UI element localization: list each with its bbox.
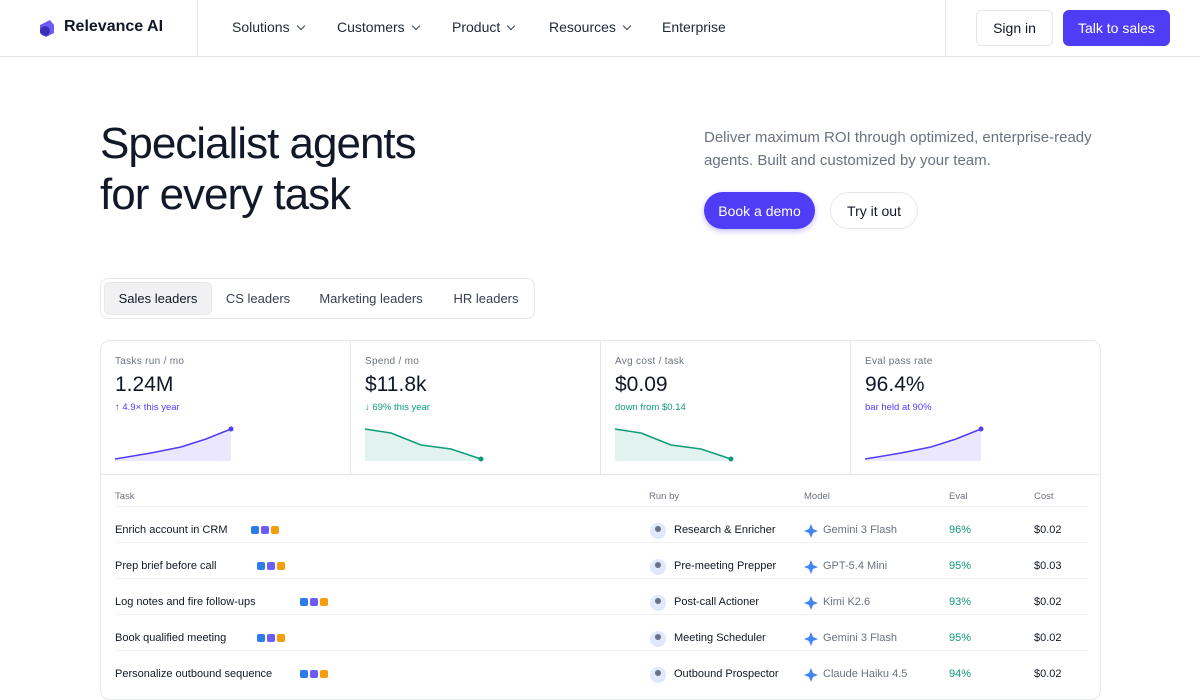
cost: $0.03: [1034, 560, 1062, 572]
model-name: GPT-5.4 Mini: [823, 560, 888, 572]
row-divider: [115, 542, 1087, 543]
sparkline: [364, 428, 484, 462]
task-name: Book qualified meeting: [115, 632, 227, 644]
column-header: Eval: [949, 491, 968, 502]
column-header: Task: [115, 491, 135, 502]
divider: [197, 0, 198, 56]
stat-value: $11.8k: [365, 373, 427, 396]
task-name: Enrich account in CRM: [115, 524, 228, 536]
stat-note: down from $0.14: [615, 402, 686, 413]
model-icon: [804, 632, 818, 646]
integration-icons: [257, 634, 286, 642]
cost: $0.02: [1034, 668, 1062, 680]
divider: [945, 0, 946, 56]
stat-value: 96.4%: [865, 373, 925, 396]
menu-item[interactable]: Product: [452, 19, 514, 35]
stat-label: Spend / mo: [365, 356, 420, 367]
task-name: Personalize outbound sequence: [115, 668, 273, 680]
tab-bar: Sales leaders CS leaders Marketing leade…: [100, 278, 535, 319]
page-body: Relevance AI Solutions Customers Product…: [0, 0, 1200, 674]
navbar: Relevance AI Solutions Customers Product…: [0, 0, 1200, 57]
row-divider: [115, 578, 1087, 579]
eval-score: 93%: [949, 596, 972, 608]
sign-in-button[interactable]: Sign in: [976, 10, 1053, 46]
agent-name: Post-call Actioner: [674, 596, 759, 608]
brand[interactable]: Relevance AI: [64, 18, 164, 35]
logo: [40, 20, 54, 37]
model-name: Claude Haiku 4.5: [823, 668, 908, 680]
model-name: Gemini 3 Flash: [823, 632, 897, 644]
row-divider: [115, 650, 1087, 651]
model-name: Kimi K2.6: [823, 596, 871, 608]
column-header: Cost: [1034, 491, 1054, 502]
agent-avatar: [650, 667, 666, 683]
menu-item[interactable]: Customers: [337, 19, 419, 35]
stat-note: ↑ 4.9× this year: [115, 402, 180, 413]
title-line: for every task: [100, 170, 351, 219]
sparkline: [114, 426, 234, 461]
eval-score: 94%: [949, 668, 972, 680]
eval-score: 95%: [949, 560, 972, 572]
stat-panel: Eval pass rate 96.4% bar held at 90%: [851, 341, 1101, 475]
agent-avatar: [650, 559, 666, 575]
hero-title: Specialist agents for every task: [100, 118, 417, 220]
sparkline: [864, 426, 984, 461]
integration-icons: [299, 670, 328, 678]
column-header: Model: [804, 491, 830, 502]
menu-item[interactable]: Resources: [549, 19, 630, 35]
sparkline: [614, 428, 734, 462]
task-name: Log notes and fire follow-ups: [115, 596, 256, 608]
agent-avatar: [650, 523, 666, 539]
tab[interactable]: Marketing leaders: [319, 291, 423, 306]
tab[interactable]: CS leaders: [225, 291, 291, 306]
stat-note: ↓ 69% this year: [365, 402, 430, 413]
stat-panel: Avg cost / task $0.09 down from $0.14: [601, 341, 851, 475]
title-line: Specialist agents: [100, 119, 417, 168]
cost: $0.02: [1034, 596, 1062, 608]
cost: $0.02: [1034, 524, 1062, 536]
stat-note: bar held at 90%: [865, 402, 932, 413]
integration-icons: [251, 526, 280, 534]
eval-score: 95%: [949, 632, 972, 644]
integration-icons: [299, 598, 328, 606]
agent-avatar: [650, 631, 666, 647]
menu-item[interactable]: Enterprise: [662, 19, 726, 35]
model-name: Gemini 3 Flash: [823, 524, 897, 536]
hero-subtitle: Deliver maximum ROI through optimized, e…: [704, 129, 1092, 169]
stat-value: $0.09: [615, 373, 668, 396]
agent-name: Meeting Scheduler: [674, 632, 766, 644]
tab[interactable]: Sales leaders: [104, 282, 212, 315]
stat-label: Tasks run / mo: [115, 356, 185, 367]
agent-avatar: [650, 595, 666, 611]
agent-name: Pre-meeting Prepper: [674, 560, 777, 572]
stat-label: Eval pass rate: [865, 356, 933, 367]
model-icon: [804, 668, 818, 682]
talk-to-sales-button[interactable]: Talk to sales: [1063, 10, 1170, 46]
stat-value: 1.24M: [115, 373, 174, 396]
stat-label: Avg cost / task: [615, 356, 685, 367]
agent-name: Research & Enricher: [674, 524, 776, 536]
page: Relevance AI {"nav": {"brand": "Relevanc…: [0, 0, 1200, 674]
tab[interactable]: HR leaders: [453, 291, 519, 306]
eval-score: 96%: [949, 524, 972, 536]
column-header: Run by: [649, 491, 680, 502]
book-demo-button[interactable]: Book a demo: [704, 192, 815, 229]
model-icon: [804, 524, 818, 538]
stat-panel: Spend / mo $11.8k ↓ 69% this year: [351, 341, 601, 475]
menu-item[interactable]: Solutions: [232, 19, 304, 35]
model-icon: [804, 560, 818, 574]
dashboard-card: Tasks run / mo 1.24M ↑ 4.9× this year Spend…: [100, 340, 1101, 700]
cost: $0.02: [1034, 632, 1062, 644]
agent-name: Outbound Prospector: [674, 668, 779, 680]
row-divider: [115, 506, 1087, 507]
try-button[interactable]: Try it out: [830, 192, 918, 229]
stat-panel: Tasks run / mo 1.24M ↑ 4.9× this year: [101, 341, 351, 475]
model-icon: [804, 596, 818, 610]
integration-icons: [257, 562, 286, 570]
row-divider: [115, 614, 1087, 615]
task-name: Prep brief before call: [115, 560, 217, 572]
